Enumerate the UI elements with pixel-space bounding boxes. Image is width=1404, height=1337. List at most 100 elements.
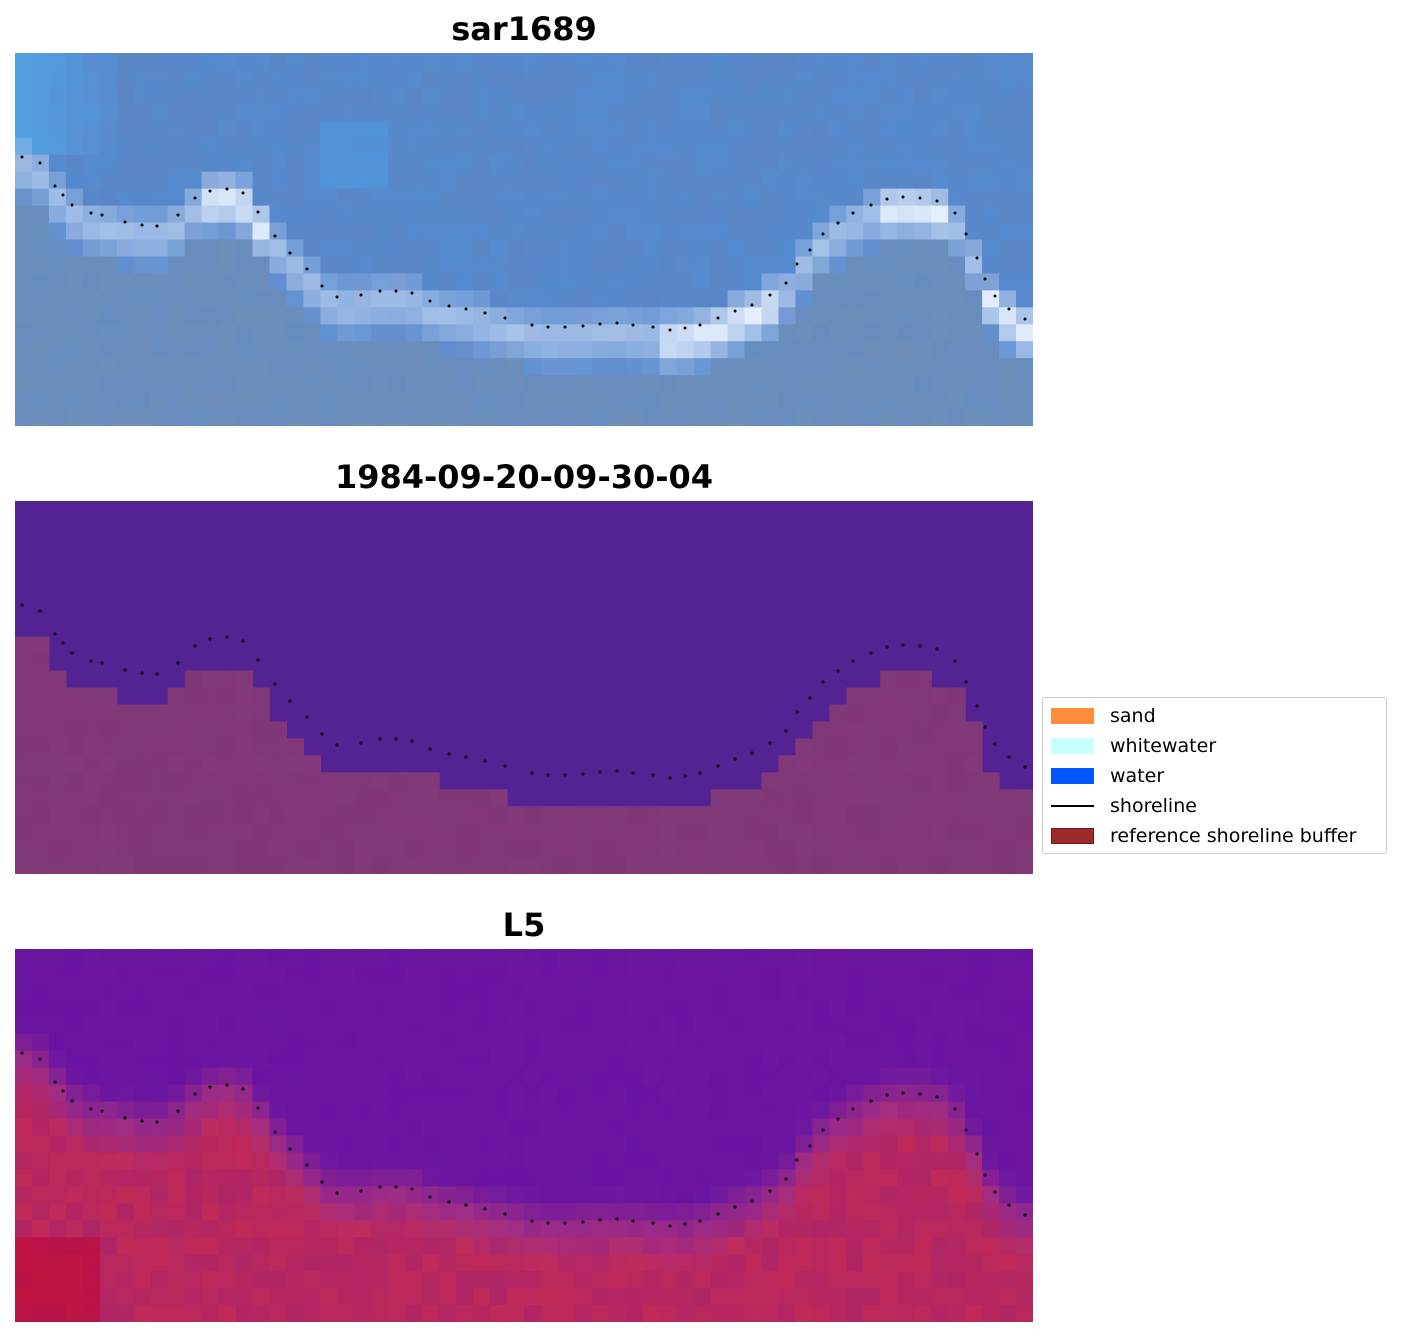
image-pixel xyxy=(48,358,67,376)
image-pixel xyxy=(201,69,220,88)
buffer-pixel xyxy=(31,823,50,841)
image-pixel xyxy=(303,1016,321,1035)
image-pixel xyxy=(574,86,593,105)
image-pixel xyxy=(167,69,186,88)
image-pixel xyxy=(540,137,559,156)
buffer-pixel xyxy=(269,857,288,874)
buffer-pixel xyxy=(591,840,610,858)
buffer-pixel xyxy=(31,806,50,824)
image-pixel xyxy=(676,69,695,88)
image-pixel xyxy=(456,1050,474,1069)
image-pixel xyxy=(880,137,898,156)
image-pixel xyxy=(727,273,746,291)
buffer-pixel xyxy=(778,772,797,790)
buffer-pixel xyxy=(829,840,847,858)
image-pixel xyxy=(557,171,576,190)
image-pixel xyxy=(252,188,271,207)
shoreline-point xyxy=(795,1158,799,1162)
image-pixel xyxy=(557,154,576,173)
image-pixel xyxy=(167,1050,186,1069)
image-pixel xyxy=(303,273,321,291)
buffer-pixel xyxy=(642,823,661,841)
image-pixel xyxy=(320,1169,338,1187)
image-pixel xyxy=(286,1152,305,1171)
image-pixel xyxy=(354,949,372,967)
image-pixel xyxy=(65,949,84,967)
image-pixel xyxy=(914,949,932,967)
image-pixel xyxy=(65,290,84,308)
image-pixel xyxy=(659,1050,678,1069)
image-pixel xyxy=(846,103,864,122)
image-pixel xyxy=(540,120,559,139)
image-pixel xyxy=(184,1254,203,1272)
image-pixel xyxy=(405,103,423,122)
image-pixel xyxy=(337,1050,355,1069)
image-pixel xyxy=(812,307,830,325)
image-pixel xyxy=(99,86,118,105)
image-pixel xyxy=(574,1237,593,1255)
image-pixel xyxy=(388,375,406,393)
image-pixel xyxy=(320,1271,338,1289)
image-pixel xyxy=(456,1084,474,1103)
image-pixel xyxy=(252,409,271,426)
image-pixel xyxy=(303,239,321,258)
image-pixel xyxy=(354,375,372,393)
image-pixel xyxy=(812,999,830,1018)
buffer-pixel xyxy=(608,840,627,858)
image-pixel xyxy=(795,324,814,342)
image-pixel xyxy=(31,239,50,258)
image-pixel xyxy=(388,171,406,190)
image-pixel xyxy=(116,103,135,122)
image-pixel xyxy=(914,1135,932,1154)
image-pixel xyxy=(371,273,389,291)
buffer-pixel xyxy=(608,857,627,874)
buffer-pixel xyxy=(201,857,220,874)
buffer-pixel xyxy=(507,823,525,841)
image-pixel xyxy=(829,273,847,291)
image-pixel xyxy=(982,965,1000,984)
image-pixel xyxy=(659,1203,678,1221)
buffer-pixel xyxy=(846,755,864,773)
image-pixel xyxy=(116,69,135,88)
image-pixel xyxy=(727,1305,746,1322)
image-pixel xyxy=(659,1118,678,1137)
buffer-pixel xyxy=(999,789,1017,807)
image-pixel xyxy=(252,1288,271,1306)
image-pixel xyxy=(574,1050,593,1069)
shoreline-point xyxy=(123,1116,127,1120)
image-pixel xyxy=(303,307,321,325)
image-pixel xyxy=(15,375,33,393)
image-pixel xyxy=(116,1186,135,1204)
image-pixel xyxy=(965,965,983,984)
shoreline-point xyxy=(410,739,414,743)
image-pixel xyxy=(405,86,423,105)
image-pixel xyxy=(829,358,847,376)
image-pixel xyxy=(761,1220,780,1238)
image-pixel xyxy=(286,86,305,105)
image-pixel xyxy=(456,358,474,376)
image-pixel xyxy=(490,53,508,71)
image-pixel xyxy=(897,222,915,241)
image-pixel xyxy=(625,205,644,224)
image-pixel xyxy=(303,1186,321,1204)
image-pixel xyxy=(795,290,814,308)
image-pixel xyxy=(99,1186,118,1204)
image-pixel xyxy=(99,256,118,275)
image-pixel xyxy=(473,1050,491,1069)
image-pixel xyxy=(422,1016,440,1035)
image-pixel xyxy=(269,965,288,984)
image-pixel xyxy=(524,273,542,291)
image-pixel xyxy=(744,1254,763,1272)
buffer-pixel xyxy=(829,857,847,874)
image-pixel xyxy=(1016,1084,1033,1103)
image-pixel xyxy=(982,205,1000,224)
image-pixel xyxy=(625,69,644,88)
image-pixel xyxy=(201,239,220,258)
image-pixel xyxy=(524,290,542,308)
image-pixel xyxy=(948,392,966,410)
image-pixel xyxy=(303,392,321,410)
image-pixel xyxy=(676,1169,695,1187)
image-pixel xyxy=(15,1271,33,1289)
image-pixel xyxy=(252,256,271,275)
image-pixel xyxy=(133,1118,152,1137)
